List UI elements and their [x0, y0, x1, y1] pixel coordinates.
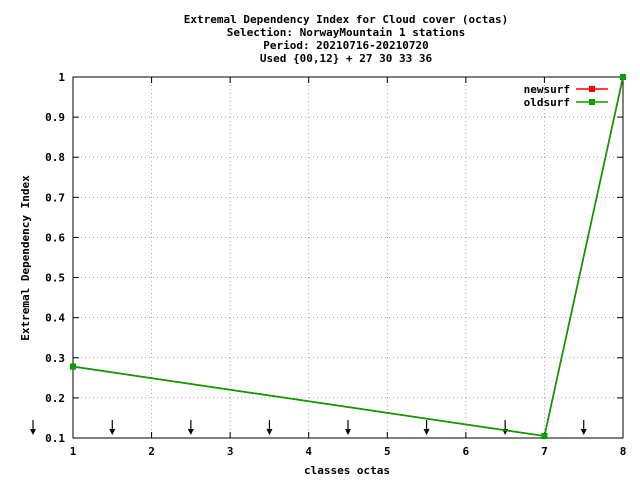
arrow-head — [423, 429, 430, 435]
y-tick-label: 0.8 — [45, 151, 65, 164]
arrow-markers — [30, 420, 587, 435]
subtitle-selection: Selection: NorwayMountain 1 stations — [227, 26, 465, 39]
arrow-marker — [423, 420, 430, 435]
y-axis-label: Extremal Dependency Index — [19, 175, 32, 341]
axis-ticks: 1 2 3 4 5 6 7 8 0.1 0.2 0.3 0.4 0.5 0.6 0.7 0.8 0.9 1 — [45, 71, 626, 458]
series-point-oldsurf — [541, 432, 548, 439]
x-tick-label: 1 — [70, 445, 77, 458]
y-tick-label: 0.3 — [45, 352, 65, 365]
subtitle-period: Period: 20210716-20210720 — [263, 39, 429, 52]
x-tick-label: 5 — [384, 445, 391, 458]
arrow-marker — [109, 420, 116, 435]
x-tick-label: 2 — [148, 445, 155, 458]
series-point-oldsurf — [620, 74, 626, 80]
arrow-head — [580, 429, 587, 435]
grid — [73, 77, 623, 438]
series-line-oldsurf — [72, 76, 624, 437]
arrow-head — [187, 429, 194, 435]
legend-marker-oldsurf — [589, 99, 595, 105]
series — [70, 74, 626, 439]
y-tick-label: 0.9 — [45, 111, 65, 124]
arrow-marker — [502, 420, 509, 435]
arrow-marker — [30, 420, 36, 435]
y-tick-label: 0.5 — [45, 272, 65, 285]
legend-label-newsurf: newsurf — [524, 83, 570, 96]
arrow-marker — [580, 420, 587, 435]
x-tick-label: 3 — [227, 445, 234, 458]
arrow-head — [109, 429, 116, 435]
arrow-marker — [266, 420, 273, 435]
y-tick-label: 0.7 — [45, 191, 65, 204]
y-tick-label: 0.4 — [45, 312, 65, 325]
y-tick-label: 0.2 — [45, 392, 65, 405]
arrow-head — [345, 429, 351, 435]
x-axis-label: classes octas — [304, 464, 390, 477]
arrow-head — [266, 429, 273, 435]
subtitle-used: Used {00,12} + 27 30 33 36 — [260, 52, 433, 65]
series-point-oldsurf — [70, 363, 76, 370]
x-tick-label: 8 — [620, 445, 627, 458]
title-line: Extremal Dependency Index for Cloud cove… — [184, 13, 509, 26]
plot-frame — [72, 76, 624, 439]
arrow-marker — [187, 420, 194, 435]
legend-marker-newsurf — [589, 86, 595, 92]
x-tick-label: 6 — [463, 445, 470, 458]
y-tick-label: 0.6 — [45, 231, 65, 244]
x-tick-label: 7 — [541, 445, 548, 458]
arrow-marker — [345, 420, 351, 435]
legend-label-oldsurf: oldsurf — [524, 96, 570, 109]
chart-title: Extremal Dependency Index for Cloud cove… — [184, 13, 509, 65]
arrow-head — [30, 429, 36, 435]
series-line-newsurf — [72, 76, 624, 437]
x-tick-label: 4 — [305, 445, 312, 458]
y-tick-label: 0.1 — [45, 432, 65, 445]
y-tick-label: 1 — [58, 71, 65, 84]
